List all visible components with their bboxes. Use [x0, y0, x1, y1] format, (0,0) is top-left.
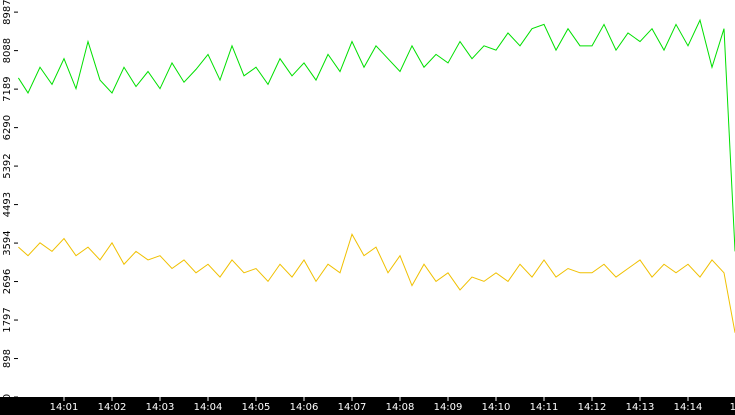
data-line [18, 233, 735, 333]
x-tick-label: 14:12 [578, 402, 607, 413]
y-tick-label: 4493 [2, 192, 13, 217]
x-tick-label: 14:09 [434, 402, 463, 413]
x-tick-label: 14:05 [242, 402, 271, 413]
y-tick-label: 8088 [2, 38, 13, 63]
x-tick-label: 14:06 [290, 402, 319, 413]
x-tick-label: 14:03 [146, 402, 175, 413]
y-tick-label: 5392 [2, 153, 13, 178]
x-tick-label: 14:07 [338, 402, 367, 413]
y-tick-label: 0 [2, 394, 13, 400]
x-tick-label: 14:13 [626, 402, 655, 413]
x-tick-label: 14:11 [530, 402, 559, 413]
data-line [17, 18, 735, 252]
y-tick-label: 3594 [2, 230, 13, 255]
y-tick-label: 8987 [2, 0, 13, 25]
x-tick-label: 14:02 [98, 402, 127, 413]
y-tick-label: 898 [2, 349, 13, 368]
y-tick-label: 1797 [2, 307, 13, 332]
x-tick-label: 14:10 [482, 402, 511, 413]
y-tick-label: 6290 [2, 115, 13, 140]
x-tick-label: 14:04 [194, 402, 223, 413]
x-tick-label: 14 [730, 402, 735, 413]
x-tick-label: 14:01 [50, 402, 79, 413]
y-tick-label: 2696 [2, 269, 13, 294]
time-axis-bar [0, 397, 735, 415]
y-tick-label: 7189 [2, 76, 13, 101]
x-tick-label: 14:08 [386, 402, 415, 413]
x-tick-label: 14:14 [674, 402, 703, 413]
